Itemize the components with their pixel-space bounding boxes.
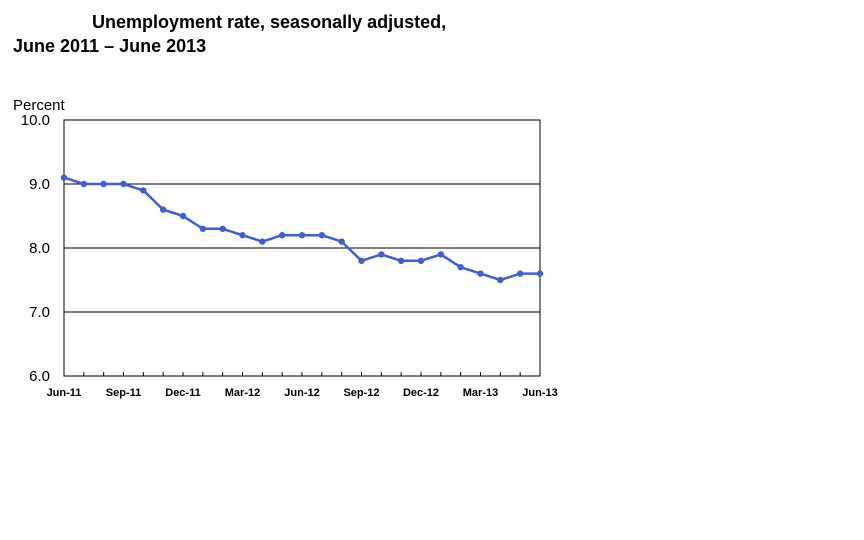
data-point-jan-13 [437, 251, 445, 258]
data-point-jan-12 [199, 225, 207, 232]
data-point-aug-12 [338, 238, 345, 245]
x-tick-label: Jun-11 [47, 387, 82, 399]
data-point-sep-12 [358, 257, 365, 264]
x-tick-labels: Jun-11 Sep-11 Dec-11 Mar-12 Jun-12 Sep-12 Dec-… [47, 372, 558, 399]
x-tick-label: Mar-13 [463, 387, 498, 399]
data-point-mar-12 [239, 232, 246, 239]
chart-title-line-1: Unemployment rate, seasonally adjusted, [92, 12, 447, 32]
grid-layer [64, 183, 540, 313]
x-tick-label: Mar-12 [225, 387, 260, 399]
y-tick-label: 6.0 [29, 368, 50, 385]
y-tick-label: 8.0 [29, 240, 50, 257]
data-point-dec-11 [179, 212, 187, 220]
data-point-jul-12 [318, 232, 326, 239]
data-point-jun-13 [536, 270, 544, 277]
data-point-jul-11 [80, 180, 88, 188]
data-point-apr-13 [497, 276, 504, 284]
data-point-jun-11 [60, 174, 68, 181]
data-point-feb-13 [457, 264, 464, 271]
data-point-sep-11 [120, 180, 127, 188]
y-tick-label: 7.0 [29, 304, 50, 321]
data-point-dec-12 [417, 257, 425, 264]
data-point-jun-12 [298, 232, 306, 239]
data-point-aug-11 [100, 180, 107, 188]
x-tick-label: Jun-12 [284, 387, 319, 399]
data-point-oct-11 [140, 187, 147, 194]
data-point-may-13 [516, 270, 524, 277]
chart-title-line-2: June 2011 – June 2013 [13, 36, 207, 56]
x-tick-label: Dec-12 [403, 387, 439, 399]
data-point-feb-12 [219, 225, 226, 232]
data-point-nov-11 [159, 206, 167, 213]
x-tick-label: Sep-12 [343, 387, 379, 399]
y-tick-labels: 10.0 9.0 8.0 7.0 6.0 [21, 112, 50, 385]
data-point-apr-12 [259, 238, 266, 245]
x-tick-label: Sep-11 [106, 387, 141, 399]
y-tick-label: 10.0 [21, 112, 50, 129]
data-point-oct-12 [378, 251, 385, 258]
data-point-mar-13 [477, 270, 484, 277]
x-tick-label: Jun-13 [522, 387, 557, 399]
data-point-may-12 [278, 232, 286, 239]
y-axis-label: Percent [13, 97, 66, 114]
data-point-nov-12 [397, 257, 405, 264]
series-line-0 [63, 176, 540, 282]
series-layer [60, 174, 544, 284]
x-tick-label: Dec-11 [165, 387, 200, 399]
y-tick-label: 9.0 [29, 176, 50, 193]
